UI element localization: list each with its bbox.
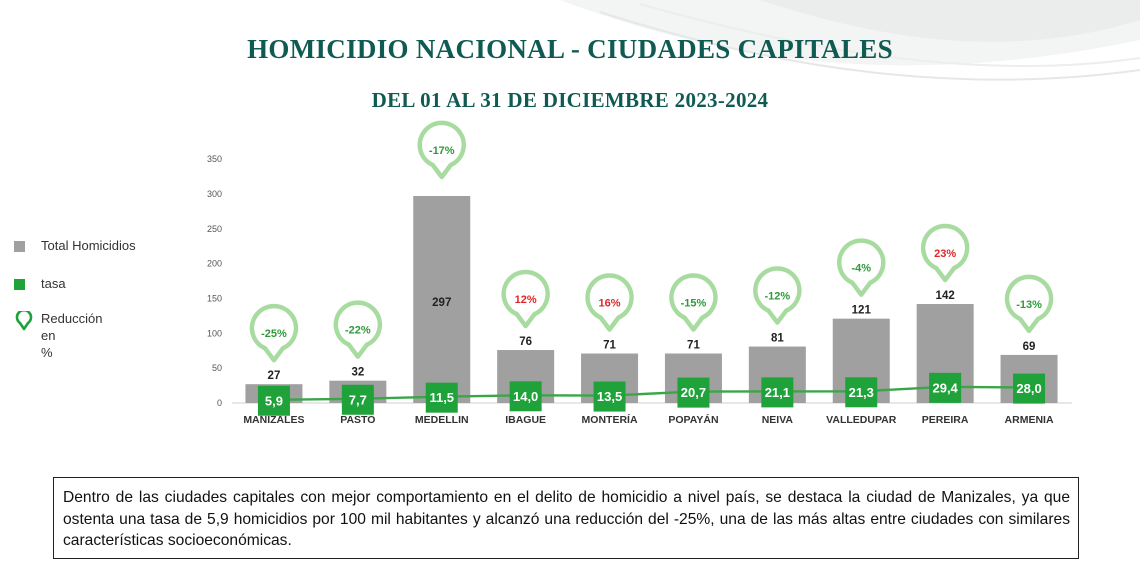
- data-label-total: 71: [603, 340, 616, 352]
- data-label-tasa: 20,7: [681, 385, 706, 400]
- data-label-total: 121: [852, 305, 872, 317]
- data-label-tasa: 7,7: [349, 392, 367, 407]
- bar-total-homicidios: [413, 195, 471, 403]
- legend-label: Reducción en %: [41, 311, 103, 360]
- tasa-marker: [593, 381, 626, 412]
- location-pin-icon: [15, 311, 33, 331]
- data-label-total: 27: [268, 370, 281, 382]
- legend-swatch-green: [14, 279, 25, 290]
- legend-label: Total Homicidios: [41, 238, 136, 253]
- legend-label: tasa: [41, 276, 66, 291]
- y-tick-label: 250: [207, 224, 222, 234]
- data-label-total: 71: [687, 340, 700, 352]
- y-tick-label: 100: [207, 328, 222, 338]
- x-tick-label: IBAGUE: [505, 414, 546, 426]
- chart-subtitle: DEL 01 AL 31 DE DICIEMBRE 2023-2024: [371, 88, 769, 112]
- data-label-total: 81: [771, 333, 784, 345]
- data-label-total: 297: [432, 297, 451, 309]
- data-label-reduction: -15%: [681, 298, 707, 310]
- x-tick-label: ARMENIA: [1005, 414, 1054, 426]
- reduction-pin: [585, 273, 634, 332]
- tasa-line: [273, 385, 1030, 401]
- data-label-total: 69: [1023, 341, 1036, 353]
- reduction-pin: [669, 273, 718, 332]
- reduction-pin: [501, 269, 550, 329]
- data-label-tasa: 13,5: [597, 389, 622, 404]
- tasa-marker: [929, 372, 962, 403]
- reduction-pin: [753, 266, 802, 325]
- x-tick-label: POPAYÁN: [668, 413, 718, 426]
- data-label-tasa: 28,0: [1016, 381, 1041, 396]
- data-label-total: 76: [519, 336, 532, 348]
- data-label-reduction: -4%: [851, 263, 871, 275]
- note-box: Dentro de las ciudades capitales con mej…: [53, 477, 1079, 559]
- data-label-tasa: 11,5: [429, 390, 454, 405]
- data-label-reduction: 12%: [515, 294, 537, 306]
- tasa-marker: [341, 384, 374, 415]
- reduction-pin: [920, 223, 970, 283]
- data-label-reduction: -22%: [345, 325, 371, 337]
- x-tick-label: MANIZALES: [243, 414, 304, 426]
- reduction-pin: [249, 303, 299, 363]
- x-tick-label: PASTO: [340, 414, 375, 426]
- data-label-reduction: -12%: [765, 291, 791, 303]
- data-label-reduction: 16%: [599, 298, 621, 310]
- x-tick-label: MONTERÍA: [582, 413, 638, 426]
- reduction-pin: [837, 238, 886, 297]
- x-tick-label: NEIVA: [762, 414, 794, 426]
- tasa-marker: [677, 377, 710, 408]
- y-tick-label: 300: [207, 189, 222, 199]
- reduction-pin: [333, 300, 383, 359]
- tasa-marker: [425, 382, 458, 413]
- data-label-tasa: 29,4: [932, 380, 958, 395]
- chart-title: HOMICIDIO NACIONAL - CIUDADES CAPITALES: [247, 34, 893, 64]
- data-label-reduction: -25%: [261, 328, 287, 340]
- y-tick-label: 50: [212, 363, 222, 373]
- y-tick-label: 0: [217, 398, 222, 408]
- tasa-marker: [761, 377, 794, 408]
- reduction-pin: [1004, 274, 1054, 334]
- tasa-marker: [257, 385, 290, 416]
- tasa-marker: [509, 381, 542, 412]
- x-tick-label: PEREIRA: [922, 414, 969, 426]
- y-tick-label: 150: [207, 293, 222, 303]
- x-tick-label: MEDELLIN: [415, 414, 469, 426]
- data-label-tasa: 21,1: [765, 385, 790, 400]
- y-tick-label: 200: [207, 259, 222, 269]
- data-label-total: 32: [351, 367, 364, 379]
- tasa-marker: [1013, 373, 1046, 404]
- data-label-tasa: 14,0: [513, 389, 538, 404]
- tasa-marker: [845, 377, 878, 408]
- data-label-total: 142: [936, 290, 955, 302]
- reduction-pin: [417, 120, 466, 180]
- data-label-reduction: 23%: [934, 248, 956, 260]
- x-tick-label: VALLEDUPAR: [826, 414, 897, 426]
- y-tick-label: 350: [207, 154, 222, 164]
- data-label-tasa: 5,9: [265, 393, 283, 408]
- data-label-reduction: -17%: [429, 145, 455, 157]
- data-label-tasa: 21,3: [849, 385, 874, 400]
- legend-swatch-gray: [14, 241, 25, 252]
- data-label-reduction: -13%: [1016, 299, 1042, 311]
